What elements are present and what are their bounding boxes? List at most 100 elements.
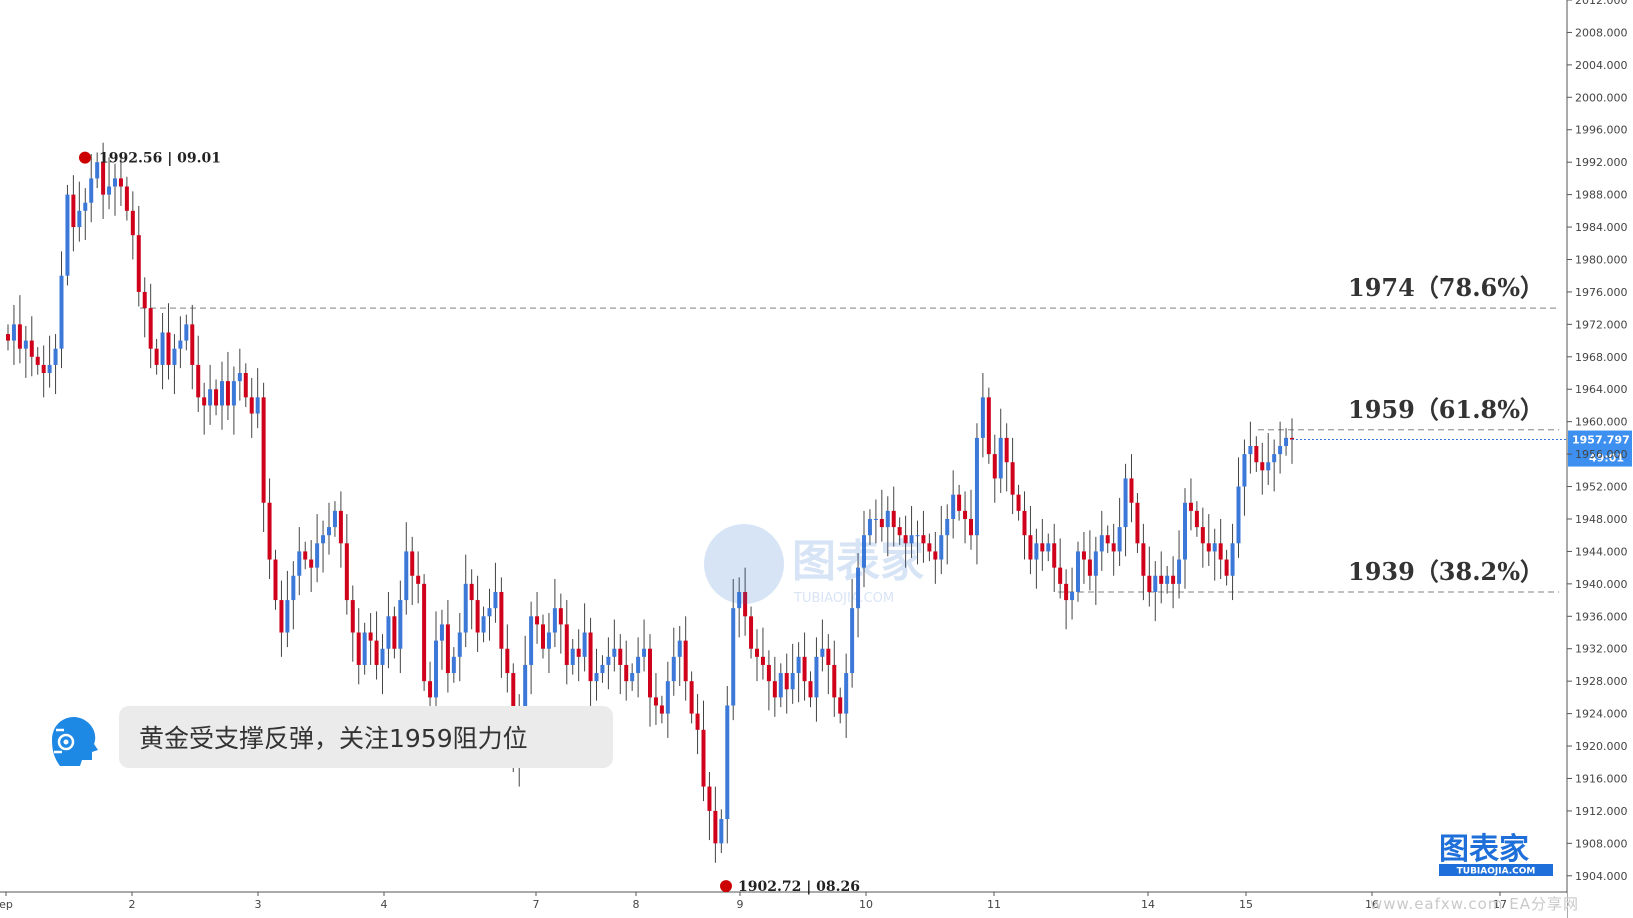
candle-body [541, 624, 545, 649]
candle [1171, 556, 1176, 609]
candle-body [23, 340, 28, 349]
candle [255, 368, 260, 429]
candle-body [701, 729, 706, 787]
candle-body [243, 373, 248, 398]
x-tick-label: 2 [129, 898, 136, 911]
candle [285, 570, 290, 648]
candle-body [1016, 494, 1021, 511]
chart-title-button[interactable]: 国际黄金 | 1小时 [1297, 40, 1481, 69]
candle-body [1123, 478, 1128, 528]
candle [380, 634, 385, 695]
candle [1129, 454, 1134, 523]
y-tick-label: 1980.000 [1575, 253, 1628, 266]
candle [1004, 423, 1009, 492]
candle [1290, 418, 1294, 464]
y-tick-label: 1984.000 [1575, 221, 1628, 234]
candle-body [873, 518, 878, 520]
y-tick-label: 1940.000 [1575, 578, 1628, 591]
candle-body [1081, 551, 1086, 560]
candle [891, 486, 896, 547]
candle [570, 638, 575, 675]
y-tick-label: 1948.000 [1575, 513, 1628, 526]
candle [1159, 551, 1164, 604]
candle [808, 671, 813, 708]
candle [659, 695, 664, 724]
candle-body [136, 235, 141, 292]
candle-body [1076, 551, 1080, 592]
candle-body [594, 673, 599, 682]
candle [362, 622, 367, 675]
y-tick-label: 2000.000 [1575, 91, 1628, 104]
candle [130, 191, 135, 260]
candle-body [891, 510, 896, 528]
candle-body [190, 324, 195, 365]
candle [422, 574, 427, 691]
y-tick-label: 1924.000 [1575, 708, 1628, 721]
candle [957, 484, 962, 521]
candle-body [636, 656, 641, 674]
candle [124, 176, 129, 221]
candle-body [118, 178, 123, 187]
candle-body [493, 591, 498, 609]
candle [463, 554, 468, 648]
candle-body [374, 640, 379, 665]
candle-body [344, 543, 349, 601]
y-tick-label: 1964.000 [1575, 383, 1628, 396]
candle-body [469, 583, 474, 601]
candle [939, 506, 944, 575]
candle [315, 514, 320, 583]
candle [1147, 546, 1152, 607]
candle-body [380, 648, 385, 665]
candle [600, 655, 605, 683]
candle-body [160, 332, 165, 365]
candle-body [1248, 446, 1253, 455]
y-tick-label: 1920.000 [1575, 740, 1628, 753]
candle [760, 627, 765, 680]
x-tick-label: 17 [1493, 898, 1507, 911]
candle [766, 650, 771, 711]
candle [118, 154, 123, 206]
candle [921, 510, 926, 563]
y-tick-label: 1904.000 [1575, 870, 1628, 883]
candle-body [671, 656, 676, 682]
candle-body [879, 518, 884, 528]
y-tick-label: 1932.000 [1575, 643, 1628, 656]
candle-body [642, 648, 647, 657]
candle-body [350, 600, 355, 633]
candle-body [612, 648, 617, 657]
candle-body [327, 527, 331, 536]
candle-body [677, 640, 682, 657]
candle [648, 634, 652, 727]
candle [107, 157, 112, 210]
candle-body [196, 364, 201, 398]
candle [398, 580, 403, 674]
level-label: 1974（78.6%） [1348, 273, 1544, 302]
candle [404, 522, 409, 615]
candle-body [1004, 437, 1009, 463]
description-button[interactable]: 说明：支撑阻力 [1319, 103, 1459, 128]
candle [386, 591, 391, 669]
candle-body [582, 632, 587, 657]
candle [642, 619, 647, 672]
candle-body [903, 535, 908, 544]
candle-body [760, 656, 765, 665]
candle-body [1105, 535, 1110, 544]
candle [249, 377, 254, 438]
candle-body [1135, 502, 1140, 544]
marker-label: 1902.72 | 08.26 [738, 879, 860, 895]
candle [695, 694, 700, 755]
candle [279, 580, 284, 657]
candle-body [1290, 437, 1294, 440]
candle [178, 316, 183, 369]
candle [1046, 533, 1051, 562]
candle-body [1194, 510, 1199, 528]
candle-body [945, 518, 950, 536]
candle-body [1147, 575, 1152, 592]
candle [160, 313, 165, 390]
y-tick-label: 1956.000 [1575, 448, 1628, 461]
footer-watermark: www.eafxw.com EA分享网 [1370, 895, 1579, 913]
candle [980, 373, 985, 458]
candle-body [410, 551, 415, 576]
candle-body [107, 186, 112, 195]
candle-body [1052, 543, 1057, 568]
